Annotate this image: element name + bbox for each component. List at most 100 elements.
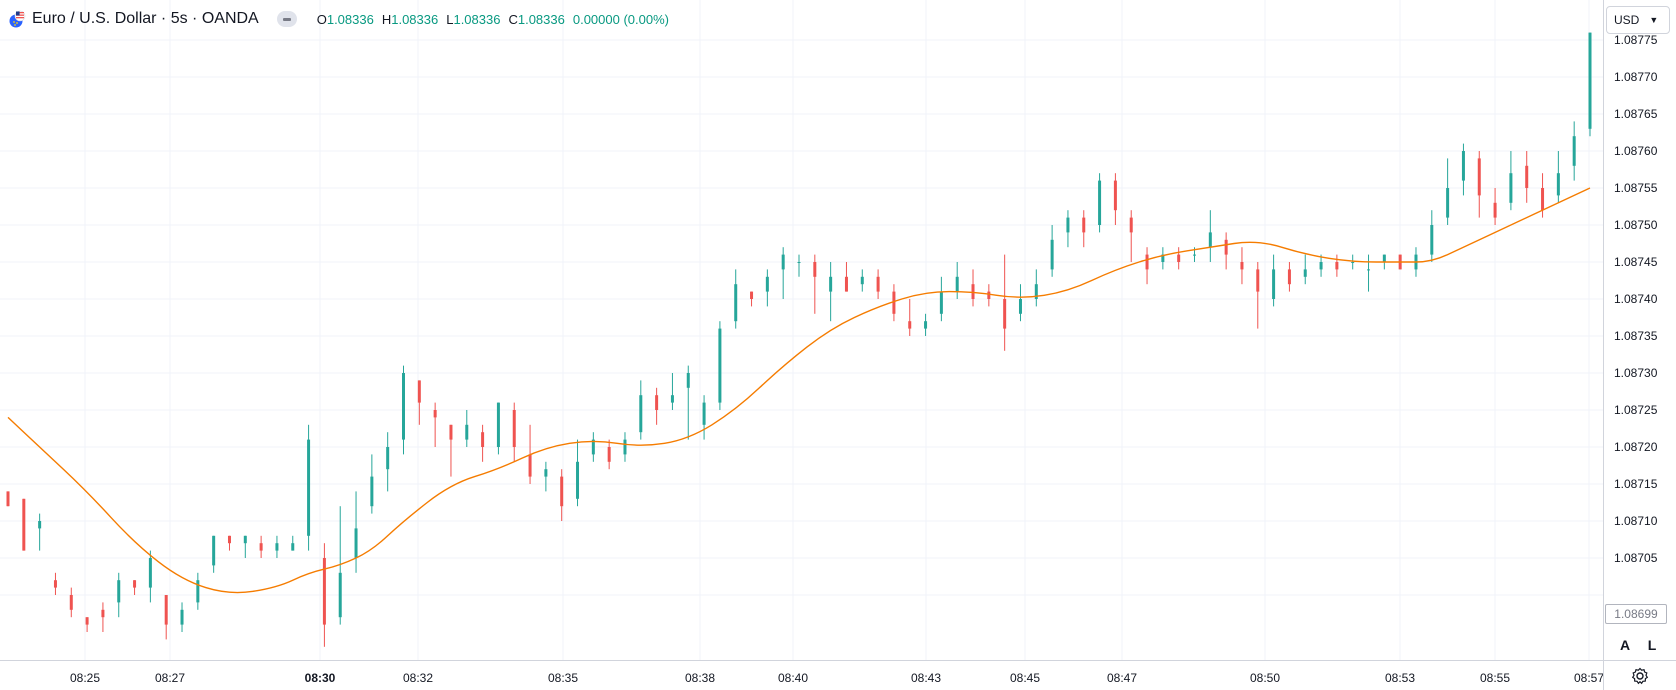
candle-body (338, 572, 342, 618)
candle (1319, 254, 1323, 277)
price-scale[interactable] (1603, 0, 1676, 660)
candle-body (1050, 239, 1054, 270)
log-scale-button[interactable]: L (1641, 634, 1663, 656)
candle-body (939, 291, 943, 314)
candle (53, 572, 57, 595)
gear-icon[interactable] (1631, 667, 1649, 685)
candle-body (1193, 254, 1196, 256)
candle-body (291, 543, 295, 551)
minus-icon (282, 17, 291, 21)
candle (544, 461, 548, 492)
candle-body (639, 395, 643, 433)
price-tick-label: 1.08710 (1614, 514, 1658, 528)
candle (338, 506, 342, 625)
time-tick-label: 08:27 (154, 671, 186, 685)
price-tick-label: 1.08735 (1614, 329, 1658, 343)
candle (275, 535, 279, 558)
moving-average-line (7, 187, 1591, 594)
candle-body (512, 410, 516, 447)
candle (1145, 247, 1149, 285)
price-tick-label: 1.08755 (1614, 181, 1658, 195)
candle (449, 424, 453, 477)
candle-body (750, 291, 754, 299)
chevron-down-icon: ▼ (1649, 15, 1659, 25)
candle-body (1177, 254, 1181, 262)
candle-body (496, 402, 500, 447)
time-tick-label: 08:35 (547, 671, 579, 685)
candle-body (1588, 32, 1592, 129)
hide-legend-toggle[interactable] (276, 11, 297, 27)
settings-cell[interactable] (1603, 660, 1676, 690)
candle (180, 602, 184, 632)
currency-selector[interactable]: USD ▼ (1606, 6, 1670, 34)
candle-body (1129, 217, 1133, 233)
candles-layer (6, 32, 1592, 647)
candle-body (1161, 254, 1165, 262)
candle (829, 262, 833, 322)
candle (354, 491, 358, 573)
candle (1034, 269, 1038, 307)
candle (465, 410, 469, 447)
candle-body (813, 262, 817, 277)
candle-body (1335, 262, 1339, 270)
candle (655, 387, 659, 425)
candle (38, 513, 42, 551)
candle-body (829, 276, 833, 292)
candle-body (196, 580, 200, 603)
candle-body (1113, 180, 1117, 211)
candle (1287, 262, 1291, 292)
eur-usd-flags-icon[interactable] (8, 10, 26, 28)
candle-body (227, 535, 231, 544)
time-tick-label: 08:25 (69, 671, 101, 685)
candle (892, 284, 896, 322)
high-value: 1.08336 (391, 11, 439, 27)
candle-body (1461, 151, 1465, 181)
last-price-tag: 1.08699 (1605, 604, 1667, 624)
price-tick-label: 1.08775 (1614, 33, 1658, 47)
candle-body (1430, 225, 1434, 255)
price-plot[interactable] (0, 0, 1603, 660)
price-tick-label: 1.08765 (1614, 107, 1658, 121)
low-label: L (446, 11, 454, 27)
currency-label: USD (1614, 13, 1640, 27)
candle-body (1003, 299, 1007, 329)
open-label: O (316, 11, 327, 27)
candle (1098, 173, 1102, 233)
candle (212, 535, 216, 573)
candle (1003, 254, 1007, 351)
candle-body (623, 439, 627, 455)
candle (1446, 158, 1450, 225)
candle (402, 365, 405, 455)
candle (670, 373, 674, 410)
price-tick-label: 1.08705 (1614, 551, 1658, 565)
candle-body (354, 528, 358, 558)
candle-body (22, 498, 26, 551)
price-tick-label: 1.08720 (1614, 440, 1658, 454)
candle (1177, 247, 1181, 270)
candle-body (924, 321, 928, 329)
candle (1050, 225, 1054, 277)
candle-body (860, 276, 864, 285)
candle (924, 313, 928, 336)
candle-body (560, 476, 564, 507)
candle (1018, 284, 1022, 322)
candle-body (1145, 254, 1149, 270)
candle-body (433, 410, 437, 418)
symbol-title[interactable]: Euro / U.S. Dollar · 5s · OANDA (32, 10, 259, 27)
candle-body (1572, 136, 1576, 166)
candle-body (1525, 165, 1529, 188)
candle (433, 402, 437, 447)
time-scale[interactable]: 08:25 08:27 08:30 08:32 08:35 08:38 08:40 08:43… (0, 660, 1604, 690)
price-tick-label: 1.08725 (1614, 403, 1658, 417)
candle-body (1098, 180, 1102, 225)
candle (1082, 210, 1086, 248)
candle (844, 262, 848, 292)
auto-scale-button[interactable]: A (1614, 634, 1636, 656)
candle (1113, 173, 1117, 225)
candle-body (180, 609, 184, 625)
candle (1351, 254, 1355, 270)
candle-body (1367, 269, 1371, 271)
candle (512, 402, 516, 462)
price-tick-label: 1.08715 (1614, 477, 1658, 491)
candle (1066, 210, 1070, 248)
